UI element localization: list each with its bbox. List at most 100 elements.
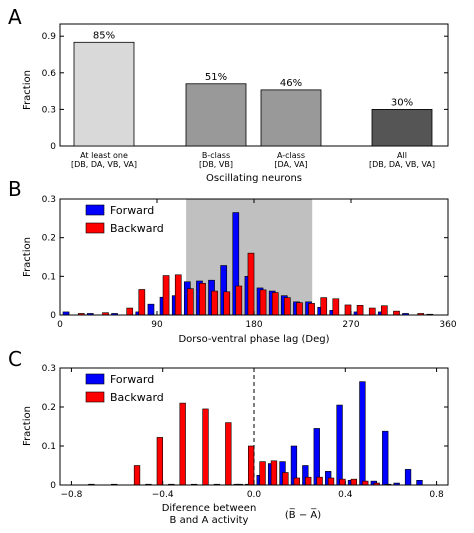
- panel-b-xtick-label: 360: [439, 320, 456, 330]
- panel-c-bar-forward: [382, 430, 389, 486]
- panel-b-bar-backward: [259, 289, 267, 316]
- panel-b-bar-backward: [356, 305, 364, 316]
- panel-a-bar: [371, 109, 433, 147]
- panel-b-xtick-label: 270: [342, 320, 359, 330]
- panel-c-xlabel-line2: B and A activity: [170, 515, 249, 526]
- panel-b-legend-swatch-forward: [85, 204, 105, 216]
- panel-b-bar-backward: [199, 282, 206, 316]
- panel-b-bar-backward: [223, 291, 231, 316]
- panel-a-category-label: B-class: [202, 151, 230, 160]
- panel-c-bar-backward: [327, 477, 335, 486]
- panel-c-bar-backward: [133, 465, 141, 486]
- panel-a-bar: [260, 89, 322, 147]
- panel-a-ytick-label: 0: [50, 142, 56, 152]
- panel-b-bar-backward: [332, 298, 340, 316]
- panel-a-category-label: All: [397, 151, 407, 160]
- panel-a-bar: [73, 41, 135, 147]
- panel-c-xlabel-line1: Diference between: [162, 503, 257, 514]
- panel-b-bar-backward: [271, 292, 279, 316]
- panel-c-ytick-label: 0.1: [42, 442, 56, 452]
- panel-a-bar-label: 30%: [391, 97, 413, 108]
- panel-c-ytick-label: 0: [50, 481, 56, 491]
- panel-b-bar-backward: [138, 289, 146, 316]
- panel-b-bar-backward: [162, 275, 170, 316]
- panel-label-a: A: [8, 5, 22, 29]
- panel-b-bar-backward: [320, 297, 328, 316]
- panel-c-bar-backward: [305, 476, 312, 486]
- panel-b-bar-backward: [126, 307, 134, 316]
- panel-c-bar-backward: [259, 461, 266, 486]
- panel-a-ylabel: Fraction: [22, 70, 33, 110]
- panel-c-bar-backward: [316, 476, 323, 486]
- panel-c-bar-backward: [282, 472, 289, 486]
- panel-c-xtick-label: 0.8: [429, 490, 444, 500]
- panel-b-ytick-label: 0.3: [42, 195, 56, 205]
- panel-c-bar-forward: [336, 404, 343, 486]
- panel-c-bar-backward: [362, 480, 369, 486]
- panel-b-xtick-label: 180: [245, 320, 262, 330]
- panel-c-xtick-label: −0.8: [60, 490, 82, 500]
- panel-a: 00.30.60.9 85%At least one[DB, DA, VB, VA…: [42, 23, 449, 169]
- panel-a-bar-label: 51%: [205, 72, 227, 83]
- panel-c-legend-swatch-forward: [85, 373, 105, 385]
- panel-b-ylabel: Fraction: [22, 237, 33, 277]
- panel-b-ytick-label: 0.1: [42, 272, 56, 282]
- panel-a-category-sublabel: [DB, VB]: [199, 160, 233, 169]
- panel-b-bar-backward: [211, 290, 218, 316]
- panel-c: 0 0.1 0.2 0.3 −0.8 −0.4 0.0 0.4 0.8 Forward Backwa…: [42, 364, 449, 500]
- panel-b-legend-label-forward: Forward: [110, 204, 154, 217]
- panel-b-legend-label-backward: Backward: [110, 222, 164, 235]
- panel-a-bar-label: 46%: [280, 78, 302, 89]
- panel-a-bar-label: 85%: [93, 30, 115, 41]
- panel-c-bar-backward: [247, 445, 255, 486]
- panel-a-category-label: At least one: [80, 151, 128, 160]
- panel-b-bar-backward: [368, 307, 376, 316]
- panel-a-ytick-label: 0.9: [42, 32, 57, 42]
- panel-b-bar-backward: [283, 297, 291, 316]
- panel-b-bar-forward: [147, 303, 155, 316]
- panel-b-bar-backward: [174, 274, 182, 316]
- panel-a-category-sublabel: [DB, DA, VB, VA]: [71, 160, 137, 169]
- panel-a-xlabel: Oscillating neurons: [206, 173, 302, 184]
- panel-a-category-sublabel: [DB, DA, VB, VA]: [369, 160, 435, 169]
- panel-c-bar-backward: [293, 477, 300, 486]
- panel-c-legend-swatch-backward: [85, 391, 105, 403]
- panel-b-bar-backward: [235, 285, 243, 316]
- panel-a-ytick-label: 0.3: [42, 105, 56, 115]
- panel-c-bar-forward: [313, 428, 320, 486]
- panel-c-bar-backward: [350, 478, 358, 486]
- panel-c-bar-backward: [225, 422, 232, 486]
- panel-b-ytick-label: 0.2: [42, 234, 56, 244]
- panel-b-bar-backward: [296, 302, 303, 316]
- panel-label-c: C: [8, 347, 22, 371]
- panel-a-ytick-label: 0.6: [42, 69, 57, 79]
- panel-c-bar-forward: [416, 480, 423, 486]
- panel-label-b: B: [8, 177, 22, 201]
- panel-b-xlabel: Dorso-ventral phase lag (Deg): [178, 334, 329, 345]
- panel-a-category-label: A-class: [277, 151, 305, 160]
- panel-c-xtick-label: 0.0: [247, 490, 262, 500]
- panel-c-bar-backward: [339, 478, 346, 486]
- panel-b: 0 0.1 0.2 0.3 0 90 180 270 360 Forward Backward: [42, 195, 457, 330]
- panel-b-ytick-label: 0: [50, 311, 56, 321]
- panel-c-bar-backward: [202, 408, 209, 486]
- panel-b-legend-swatch-backward: [85, 222, 105, 234]
- panel-b-bar-backward: [380, 305, 388, 316]
- panel-c-ytick-label: 0.3: [42, 364, 56, 374]
- panel-c-bar-forward: [359, 381, 366, 486]
- panel-c-xlabel-math: (B̅ − A̅): [285, 508, 321, 521]
- panel-b-bar-backward: [308, 303, 315, 316]
- panel-c-xtick-label: −0.4: [152, 490, 174, 500]
- panel-c-ytick-label: 0.2: [42, 403, 56, 413]
- panel-c-legend-label-forward: Forward: [110, 373, 154, 386]
- panel-c-legend-label-backward: Backward: [110, 391, 164, 404]
- panel-b-bar-backward: [247, 252, 255, 316]
- panel-c-bar-backward: [270, 460, 278, 486]
- panel-b-xtick-label: 90: [151, 320, 163, 330]
- panel-c-bar-backward: [156, 437, 164, 486]
- panel-c-ylabel: Fraction: [22, 406, 33, 446]
- panel-c-xtick-label: 0.4: [338, 490, 353, 500]
- panel-b-bar-backward: [344, 304, 352, 316]
- panel-b-bar-backward: [186, 288, 194, 316]
